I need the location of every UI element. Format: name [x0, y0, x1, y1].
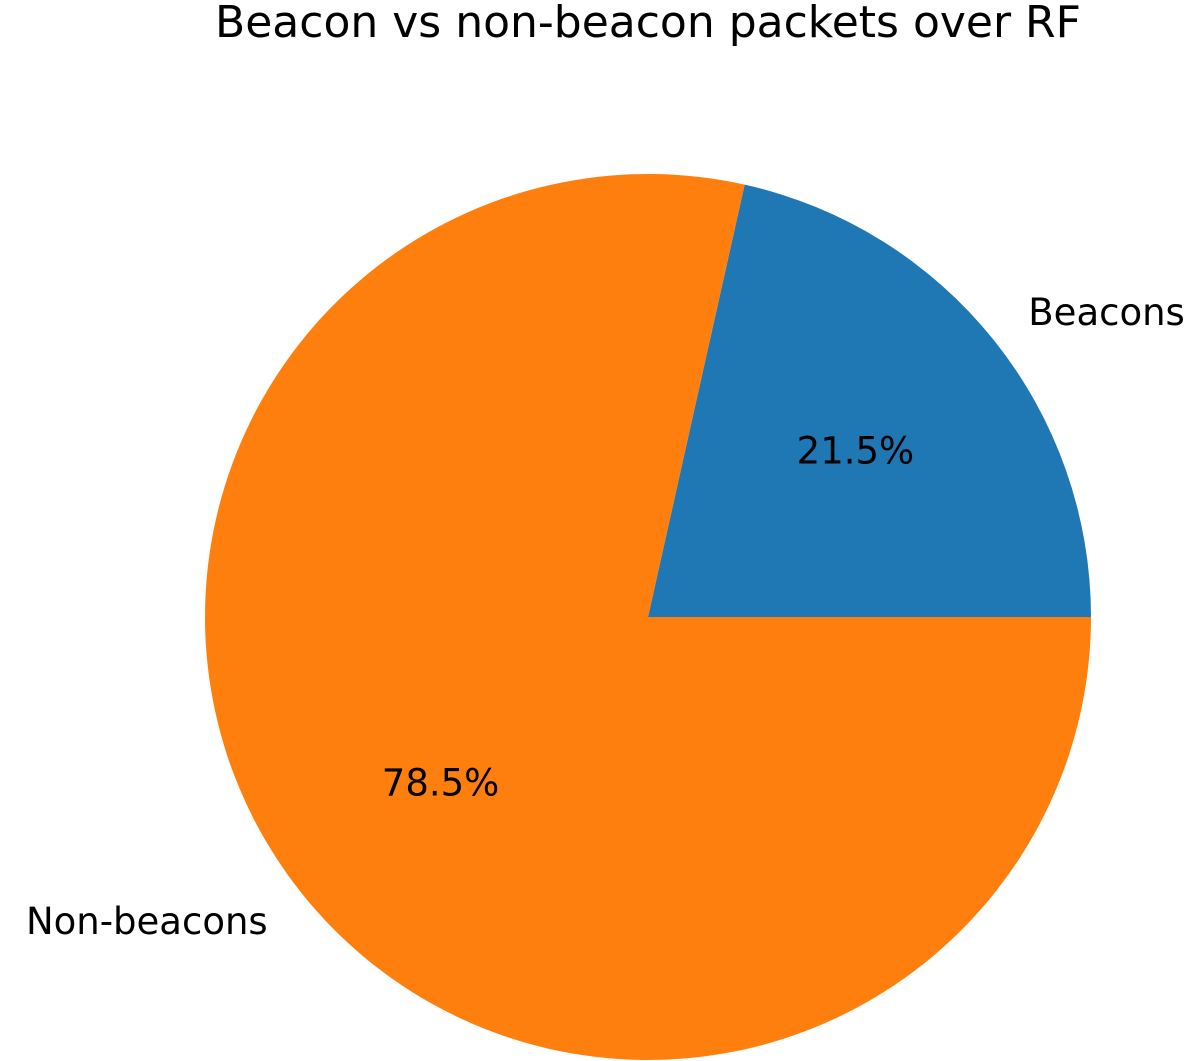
pie-labels: Beacons 21.5% Non-beacons 78.5% — [26, 291, 1185, 943]
slice-percent-beacons: 21.5% — [797, 429, 915, 472]
slice-label-beacons: Beacons — [1028, 291, 1185, 334]
pie-slice-beacons — [648, 184, 1091, 617]
slice-percent-non-beacons: 78.5% — [382, 762, 500, 805]
pie-slices — [204, 173, 1091, 1060]
pie-slice-non-beacons — [204, 173, 1091, 1060]
slice-label-non-beacons: Non-beacons — [26, 900, 268, 943]
chart-title: Beacon vs non-beacon packets over RF — [215, 0, 1081, 48]
